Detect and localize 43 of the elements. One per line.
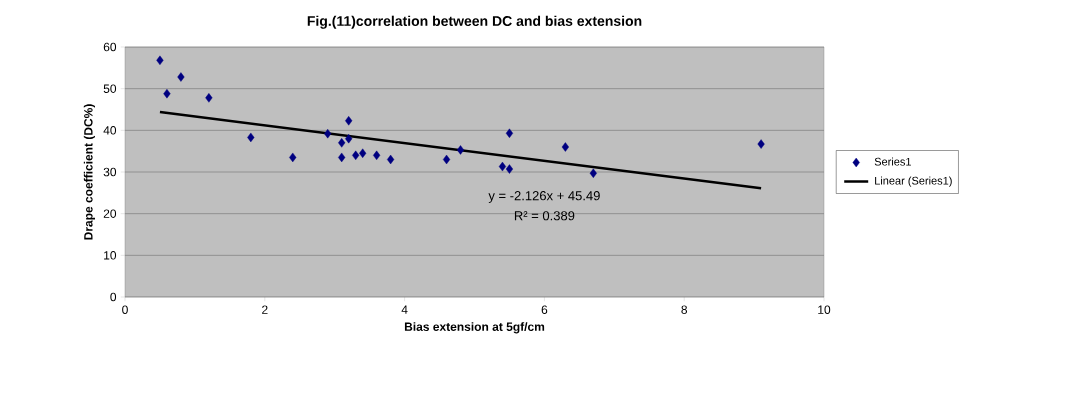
y-tick-label: 10 bbox=[104, 251, 117, 260]
y-tick-label: 20 bbox=[103, 209, 117, 218]
y-tick-label: 60 bbox=[103, 42, 117, 52]
x-tick-label: 8 bbox=[681, 305, 688, 314]
legend-label: Series1 bbox=[874, 157, 911, 166]
point bbox=[205, 93, 213, 103]
x-tick-label: 2 bbox=[262, 305, 268, 314]
point bbox=[324, 128, 332, 139]
point bbox=[505, 164, 514, 174]
chart-title: Fig.(11)correlation between DC and bias extension bbox=[307, 15, 642, 29]
point bbox=[505, 128, 514, 138]
point bbox=[338, 138, 346, 148]
point bbox=[345, 133, 353, 144]
point bbox=[442, 154, 451, 165]
point bbox=[359, 148, 367, 158]
point bbox=[352, 150, 360, 161]
y-tick-label: 50 bbox=[103, 84, 117, 93]
point bbox=[338, 152, 346, 163]
point bbox=[498, 161, 507, 172]
x-tick-label: 0 bbox=[122, 305, 128, 314]
x-tick-label: 4 bbox=[401, 305, 408, 314]
legend-label: Linear (Series1) bbox=[875, 176, 952, 187]
point bbox=[589, 168, 597, 178]
point bbox=[373, 150, 381, 161]
point bbox=[561, 142, 569, 152]
point bbox=[177, 72, 185, 82]
point bbox=[247, 132, 255, 143]
point bbox=[289, 152, 297, 163]
point bbox=[456, 145, 465, 155]
point bbox=[757, 139, 765, 149]
point bbox=[387, 154, 395, 165]
annotation: y = -2.126x + 45.49 bbox=[488, 191, 600, 203]
y-axis-title: Drape coefficient (DC%) bbox=[83, 104, 95, 240]
point bbox=[156, 55, 164, 66]
annotation: R² = 0.389 bbox=[514, 211, 575, 221]
x-tick-label: 6 bbox=[541, 305, 548, 314]
y-tick-label: 40 bbox=[103, 126, 117, 135]
y-tick-label: 30 bbox=[103, 167, 117, 177]
x-tick-label: 10 bbox=[818, 305, 831, 314]
point bbox=[345, 116, 353, 126]
point bbox=[163, 88, 171, 99]
x-axis-title: Bias extension at 5gf/cm bbox=[404, 322, 545, 334]
y-tick-label: 0 bbox=[110, 292, 117, 302]
